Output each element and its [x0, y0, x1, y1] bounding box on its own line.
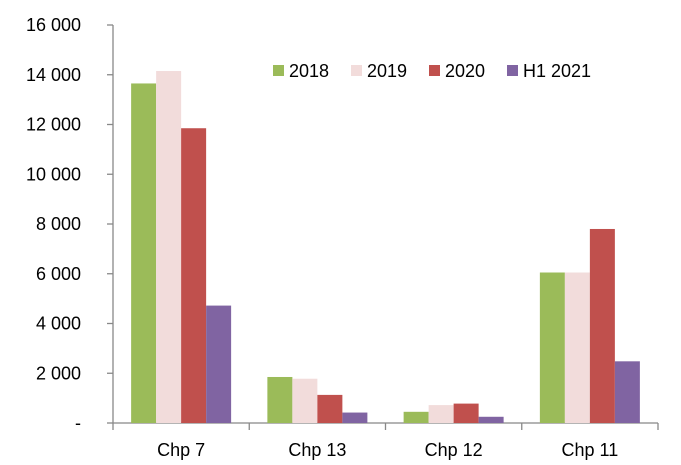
bar	[156, 71, 182, 424]
legend-swatch	[273, 65, 284, 76]
bar	[342, 412, 368, 423]
legend-label: 2018	[289, 61, 329, 81]
bar	[564, 272, 590, 423]
legend-swatch	[507, 65, 518, 76]
y-tick-label: 10 000	[26, 164, 81, 184]
y-tick-label: 6 000	[36, 264, 81, 284]
y-tick-label: 12 000	[26, 115, 81, 135]
x-tick-label: Chp 7	[157, 440, 205, 460]
legend-swatch	[429, 65, 440, 76]
bar	[539, 272, 565, 423]
y-tick-label: -	[75, 413, 81, 433]
bar	[206, 305, 232, 423]
bars	[131, 71, 640, 424]
y-tick-label: 2 000	[36, 363, 81, 383]
bar	[614, 361, 640, 423]
bar	[478, 416, 504, 423]
legend-label: 2019	[367, 61, 407, 81]
y-tick-label: 4 000	[36, 314, 81, 334]
bar	[453, 403, 479, 423]
y-axis: - 2 000 4 000 6 000 8 000 10 000 12 000 14 000 1…	[26, 15, 114, 433]
bar	[181, 128, 207, 423]
y-tick-label: 16 000	[26, 15, 81, 35]
bar	[428, 405, 454, 423]
bar	[317, 394, 343, 423]
x-tick-label: Chp 12	[425, 440, 483, 460]
y-tick-label: 14 000	[26, 65, 81, 85]
x-tick-label: Chp 13	[288, 440, 346, 460]
x-tick-label: Chp 11	[562, 440, 619, 460]
legend-label: H1 2021	[523, 61, 591, 81]
bar	[403, 411, 429, 423]
x-axis: Chp 7 Chp 13 Chp 12 Chp 11	[112, 422, 659, 460]
legend-label: 2020	[445, 61, 485, 81]
legend: 2018 2019 2020 H1 2021	[273, 61, 591, 81]
bar	[267, 376, 293, 423]
legend-swatch	[351, 65, 362, 76]
bar	[589, 228, 615, 423]
y-tick-label: 8 000	[36, 214, 81, 234]
bar	[292, 378, 318, 423]
bar	[131, 83, 157, 424]
